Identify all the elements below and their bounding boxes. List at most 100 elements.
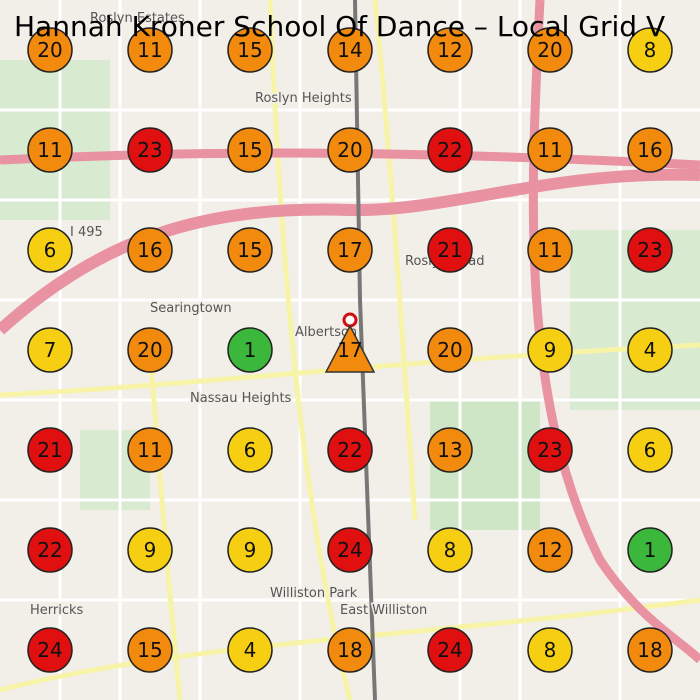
rank-marker xyxy=(527,327,573,373)
rank-label: 8 xyxy=(544,638,557,662)
rank-grid: 20 11 15 1 4 12 20 8 11 23 15 20 22 11 16 6 16 15 17 21 11 23… xyxy=(27,27,673,673)
rank-marker xyxy=(327,27,373,73)
title: Hannah Kroner School Of Dance – Local Gr… xyxy=(14,10,665,43)
rank-marker xyxy=(627,527,673,573)
map-label: Herricks xyxy=(30,603,84,618)
rank-label: 6 xyxy=(44,238,57,262)
rank-label: 11 xyxy=(137,438,162,462)
rank-marker xyxy=(527,227,573,273)
rank-label: 24 xyxy=(37,638,62,662)
rank-marker xyxy=(427,227,473,273)
rank-label: 15 xyxy=(237,38,262,62)
map-label: Roslyn Heights xyxy=(255,91,352,106)
map-label: I 495 xyxy=(70,225,103,240)
rank-label: 20 xyxy=(37,38,62,62)
rank-label: 8 xyxy=(644,38,657,62)
rank-label: 16 xyxy=(137,238,162,262)
rank-label: 22 xyxy=(437,138,462,162)
rank-marker xyxy=(527,527,573,573)
rank-label: 23 xyxy=(637,238,662,262)
rank-label: 8 xyxy=(444,538,457,562)
rank-marker xyxy=(227,127,273,173)
rank-label: 16 xyxy=(637,138,662,162)
rank-marker xyxy=(27,527,73,573)
rank-marker xyxy=(527,427,573,473)
rank-label: 11 xyxy=(537,238,562,262)
rank-label: 9 xyxy=(544,338,557,362)
map-label: Albertson xyxy=(295,325,357,340)
rank-label: 11 xyxy=(137,38,162,62)
rank-marker xyxy=(327,627,373,673)
rank-marker xyxy=(427,327,473,373)
rank-label: 24 xyxy=(437,638,462,662)
rank-marker xyxy=(327,427,373,473)
rank-marker xyxy=(227,327,273,373)
rank-label: 18 xyxy=(337,638,362,662)
rank-marker xyxy=(227,427,273,473)
map-label: Williston Park xyxy=(270,586,358,601)
rank-marker xyxy=(627,327,673,373)
location-pin xyxy=(342,312,358,328)
rank-marker xyxy=(427,127,473,173)
rank-label: 13 xyxy=(437,438,462,462)
rank-label: 12 xyxy=(537,538,562,562)
rank-marker xyxy=(527,27,573,73)
rank-marker xyxy=(227,27,273,73)
rank-label: 4 xyxy=(244,638,257,662)
rank-marker xyxy=(627,127,673,173)
rank-marker xyxy=(327,127,373,173)
rank-marker xyxy=(127,427,173,473)
rank-label: 6 xyxy=(644,438,657,462)
map-label: Nassau Heights xyxy=(190,391,292,406)
rank-marker xyxy=(27,127,73,173)
rank-label: 1 xyxy=(644,538,657,562)
rank-marker xyxy=(127,527,173,573)
rank-label: 17 xyxy=(337,238,362,262)
rank-label: 12 xyxy=(437,38,462,62)
rank-label: 21 xyxy=(37,438,62,462)
rank-marker xyxy=(127,227,173,273)
rank-label: 20 xyxy=(537,38,562,62)
rank-label: 11 xyxy=(537,138,562,162)
rank-label: 15 xyxy=(237,238,262,262)
rank-marker xyxy=(127,127,173,173)
rank-label: 24 xyxy=(337,538,362,562)
rank-marker xyxy=(627,27,673,73)
rank-label: 17 xyxy=(337,338,362,362)
rank-marker xyxy=(27,327,73,373)
rank-marker xyxy=(27,427,73,473)
rank-label: 4 xyxy=(644,338,657,362)
rank-marker xyxy=(27,227,73,273)
rank-marker xyxy=(627,227,673,273)
rank-marker xyxy=(27,627,73,673)
rank-marker xyxy=(427,627,473,673)
rank-label: 15 xyxy=(237,138,262,162)
rank-label: 7 xyxy=(44,338,57,362)
rank-marker xyxy=(227,227,273,273)
rank-marker xyxy=(227,627,273,673)
rank-marker xyxy=(27,27,73,73)
rank-label: 18 xyxy=(637,638,662,662)
rank-marker xyxy=(427,427,473,473)
rank-marker xyxy=(527,127,573,173)
rank-marker xyxy=(227,527,273,573)
rank-label: 23 xyxy=(537,438,562,462)
rank-label: 20 xyxy=(437,338,462,362)
map-label: Searingtown xyxy=(150,301,232,316)
rank-label: 20 xyxy=(137,338,162,362)
rank-label: 15 xyxy=(137,638,162,662)
map-label: Roslyn Estates xyxy=(90,11,185,26)
rank-marker xyxy=(324,324,376,373)
rank-marker xyxy=(127,27,173,73)
rank-label: 9 xyxy=(144,538,157,562)
rank-marker xyxy=(627,627,673,673)
rank-marker xyxy=(127,627,173,673)
rank-marker xyxy=(427,527,473,573)
rank-marker xyxy=(627,427,673,473)
rank-marker xyxy=(527,627,573,673)
rank-marker xyxy=(427,27,473,73)
rank-label: 21 xyxy=(437,238,462,262)
rank-label: 22 xyxy=(37,538,62,562)
